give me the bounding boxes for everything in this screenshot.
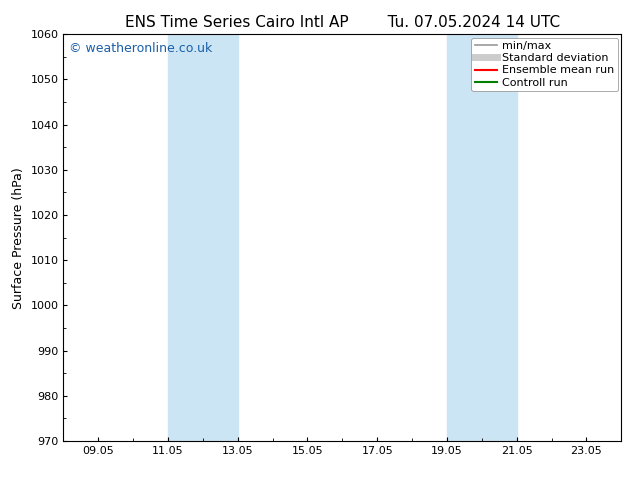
Bar [168, 34, 238, 441]
Title: ENS Time Series Cairo Intl AP        Tu. 07.05.2024 14 UTC: ENS Time Series Cairo Intl AP Tu. 07.05.… [125, 15, 560, 30]
Legend: min/max, Standard deviation, Ensemble mean run, Controll run: min/max, Standard deviation, Ensemble me… [471, 38, 618, 91]
Bar [447, 34, 517, 441]
Y-axis label: Surface Pressure (hPa): Surface Pressure (hPa) [12, 167, 25, 309]
Text: © weatheronline.co.uk: © weatheronline.co.uk [69, 43, 212, 55]
